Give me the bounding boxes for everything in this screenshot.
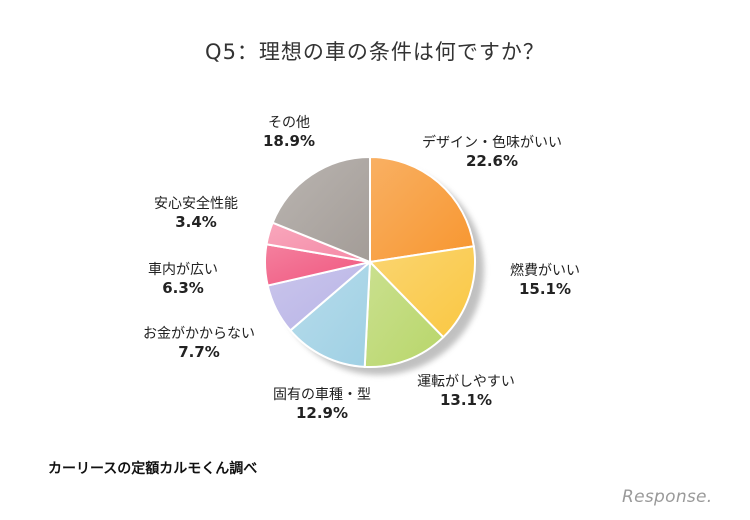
slice-label-3: 固有の車種・型	[273, 386, 371, 403]
slice-value-6: 3.4%	[175, 213, 217, 231]
slice-label-6: 安心安全性能	[154, 195, 238, 212]
slice-value-5: 6.3%	[162, 279, 204, 297]
slice-value-2: 13.1%	[440, 391, 492, 409]
slice-value-4: 7.7%	[178, 343, 220, 361]
pie-slice-2	[363, 259, 445, 368]
pie-slice-1	[367, 245, 476, 339]
slice-label-4: お金がかからない	[143, 326, 255, 342]
response-logo: Response.	[622, 487, 713, 507]
pie-slice-3	[288, 259, 372, 368]
slice-label-1: 燃費がいい	[510, 262, 580, 279]
slice-value-0: 22.6%	[466, 152, 518, 170]
slice-value-1: 15.1%	[519, 280, 571, 298]
slice-value-3: 12.9%	[296, 404, 348, 422]
chart-title: Q5：理想の車の条件は何ですか？	[205, 40, 545, 64]
slice-label-0: デザイン・色味がいい	[422, 134, 562, 151]
pie-slice-7	[271, 155, 371, 264]
slice-label-5: 車内が広い	[148, 261, 218, 278]
slice-value-7: 18.9%	[263, 132, 315, 150]
source-note: カーリースの定額カルモくん調べ	[48, 461, 258, 477]
slice-label-2: 運転がしやすい	[417, 374, 515, 390]
pie-slice-0	[369, 155, 475, 264]
slice-label-7: その他	[268, 115, 310, 131]
